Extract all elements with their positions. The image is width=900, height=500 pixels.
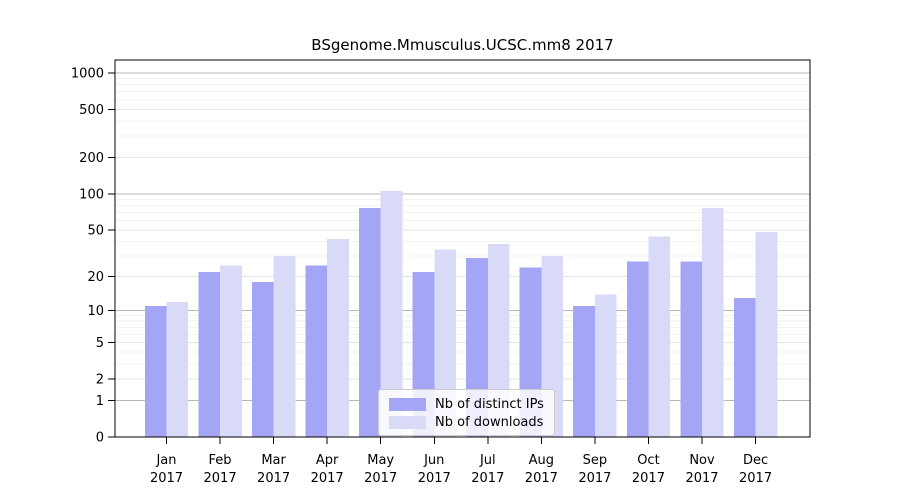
y-tick-label-200: 200 xyxy=(79,151,104,166)
x-tick-label-month-jun: Jun xyxy=(423,453,444,468)
x-tick-label-year-may: 2017 xyxy=(364,471,397,486)
bar-dec-downloads xyxy=(755,231,778,437)
bar-jan-downloads xyxy=(166,301,189,437)
x-tick-label-year-feb: 2017 xyxy=(204,471,237,486)
bar-may-distinct-ips xyxy=(359,208,381,437)
bar-sep-downloads xyxy=(594,294,617,437)
bar-nov-downloads xyxy=(702,208,724,437)
bar-oct-distinct-ips xyxy=(626,261,649,437)
y-tick-label-500: 500 xyxy=(79,103,104,118)
legend-swatch-distinct-ips xyxy=(389,397,426,411)
x-tick-label-year-sep: 2017 xyxy=(578,471,611,486)
bar-jan-distinct-ips xyxy=(144,306,167,437)
bar-mar-downloads xyxy=(273,256,296,437)
x-tick-label-month-sep: Sep xyxy=(583,453,608,468)
legend-swatch-downloads xyxy=(389,415,426,429)
chart-title: BSgenome.Mmusculus.UCSC.mm8 2017 xyxy=(311,36,614,54)
y-axis: 0 1 2 5 10 20 50 100 200 500 1000 xyxy=(71,66,115,446)
x-tick-label-month-aug: Aug xyxy=(529,453,554,468)
legend-label-distinct-ips: Nb of distinct IPs xyxy=(435,396,544,412)
x-tick-label-month-feb: Feb xyxy=(209,453,232,468)
x-tick-label-year-jul: 2017 xyxy=(471,471,504,486)
x-tick-label-month-apr: Apr xyxy=(316,453,339,468)
x-tick-label-month-dec: Dec xyxy=(743,453,768,468)
x-tick-label-year-oct: 2017 xyxy=(632,471,665,486)
bar-mar-distinct-ips xyxy=(251,281,274,437)
y-tick-label-100: 100 xyxy=(79,187,104,202)
bar-feb-downloads xyxy=(220,265,242,437)
y-tick-label-1: 1 xyxy=(96,394,104,409)
x-tick-label-year-mar: 2017 xyxy=(257,471,290,486)
legend-item-downloads: Nb of downloads xyxy=(389,414,546,430)
legend-item-distinct-ips: Nb of distinct IPs xyxy=(389,396,546,412)
bar-oct-downloads xyxy=(648,236,671,437)
x-tick-label-month-nov: Nov xyxy=(689,453,715,468)
legend: Nb of distinct IPs Nb of downloads xyxy=(378,389,555,436)
x-tick-label-month-may: May xyxy=(367,453,394,468)
bar-dec-distinct-ips xyxy=(733,297,756,437)
x-tick-label-year-jan: 2017 xyxy=(150,471,183,486)
bars xyxy=(144,191,778,437)
bar-feb-distinct-ips xyxy=(198,271,221,437)
y-tick-label-2: 2 xyxy=(96,373,104,388)
x-tick-label-month-jul: Jul xyxy=(479,453,496,468)
y-tick-label-50: 50 xyxy=(87,223,104,238)
bar-apr-downloads xyxy=(327,238,349,437)
plot-frame xyxy=(114,59,811,438)
x-tick-label-year-jun: 2017 xyxy=(418,471,451,486)
bar-nov-distinct-ips xyxy=(680,261,702,437)
x-tick-label-month-oct: Oct xyxy=(637,453,659,468)
bar-jul-downloads xyxy=(487,243,510,437)
bar-apr-distinct-ips xyxy=(305,265,328,437)
x-tick-label-month-mar: Mar xyxy=(261,453,286,468)
y-tick-label-5: 5 xyxy=(96,336,104,351)
x-tick-label-year-aug: 2017 xyxy=(525,471,558,486)
x-tick-label-year-nov: 2017 xyxy=(685,471,718,486)
legend-label-downloads: Nb of downloads xyxy=(435,414,544,430)
bar-sep-distinct-ips xyxy=(573,306,595,437)
x-axis: Jan 2017 Feb 2017 Mar 2017 Apr 2017 May 2017 Jun 20… xyxy=(150,437,772,486)
y-minor-gridlines xyxy=(115,77,810,365)
y-tick-label-10: 10 xyxy=(87,304,104,319)
x-tick-label-year-apr: 2017 xyxy=(311,471,344,486)
x-tick-label-month-jan: Jan xyxy=(155,453,176,468)
y-tick-label-20: 20 xyxy=(87,270,104,285)
bar-may-downloads xyxy=(380,191,403,437)
x-tick-label-year-dec: 2017 xyxy=(739,471,772,486)
y-tick-label-0: 0 xyxy=(96,431,104,446)
y-tick-label-1000: 1000 xyxy=(71,66,104,81)
